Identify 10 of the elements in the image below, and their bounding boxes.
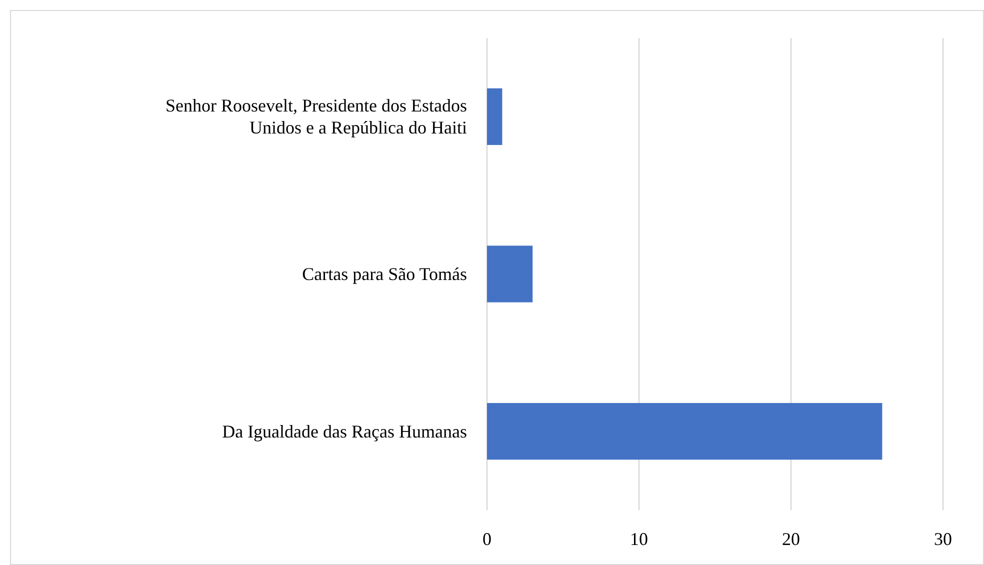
x-tick-label: 10 [630, 529, 648, 549]
y-tick-label: Cartas para São Tomás [302, 264, 467, 284]
y-tick-label: Senhor Roosevelt, Presidente dos Estados Unidos e a República do Haiti [166, 96, 467, 138]
y-tick-label: Da Igualdade das Raças Humanas [222, 421, 467, 442]
bar [487, 246, 533, 302]
x-tick-label: 0 [482, 529, 492, 549]
x-tick-label: 20 [782, 529, 800, 549]
x-tick-label: 30 [934, 529, 952, 549]
bar [487, 403, 882, 460]
bar [487, 88, 502, 145]
